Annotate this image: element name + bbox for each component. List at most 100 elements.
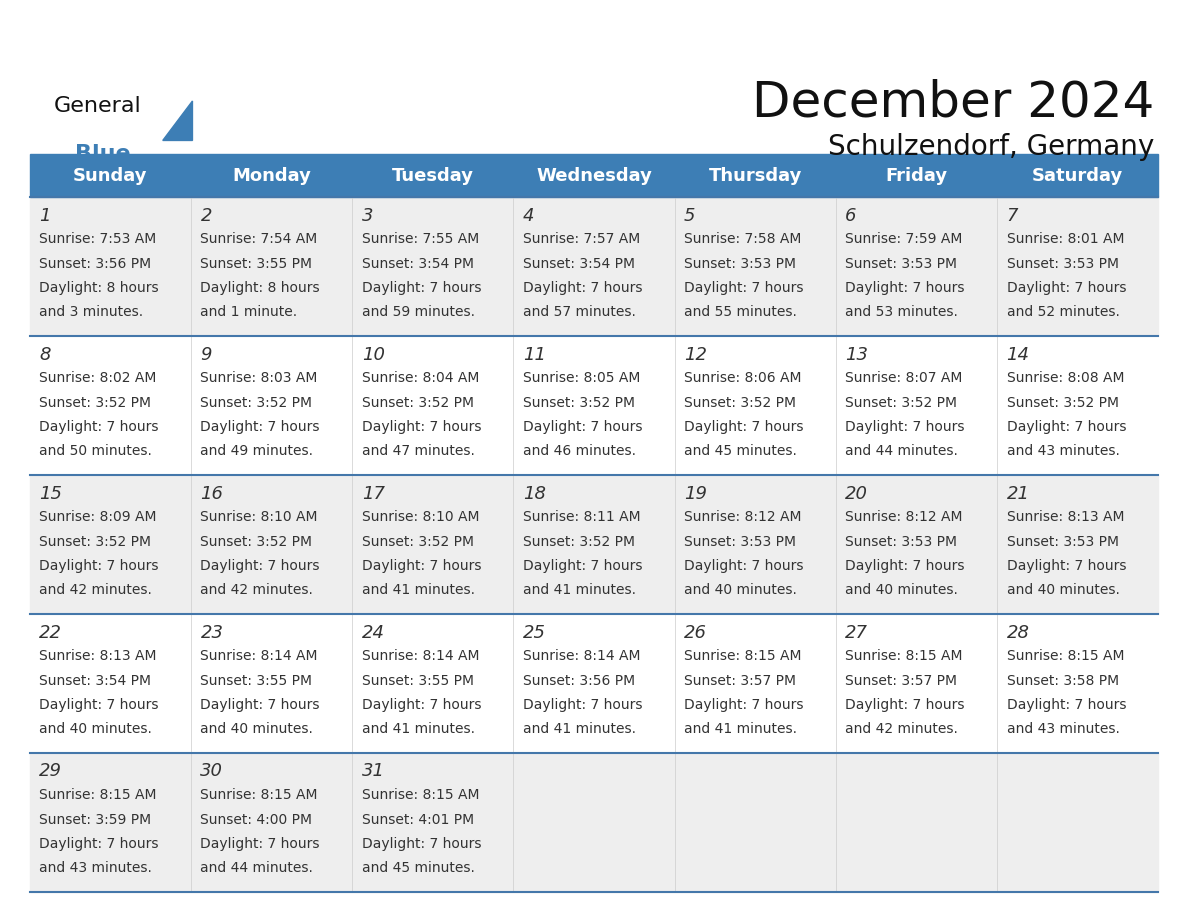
Text: Daylight: 7 hours: Daylight: 7 hours [523, 559, 643, 573]
Text: Sunset: 3:53 PM: Sunset: 3:53 PM [684, 256, 796, 271]
Text: and 42 minutes.: and 42 minutes. [846, 722, 959, 736]
Text: 13: 13 [846, 345, 868, 364]
Text: and 40 minutes.: and 40 minutes. [846, 583, 959, 598]
Text: Sunrise: 8:02 AM: Sunrise: 8:02 AM [39, 371, 157, 386]
Text: and 41 minutes.: and 41 minutes. [361, 583, 475, 598]
Text: and 45 minutes.: and 45 minutes. [361, 861, 474, 875]
Text: Sunrise: 8:08 AM: Sunrise: 8:08 AM [1006, 371, 1124, 386]
Text: Tuesday: Tuesday [392, 167, 474, 185]
Text: and 49 minutes.: and 49 minutes. [201, 444, 314, 458]
Text: and 52 minutes.: and 52 minutes. [1006, 305, 1119, 319]
Text: Sunrise: 8:15 AM: Sunrise: 8:15 AM [201, 789, 318, 802]
Text: Daylight: 7 hours: Daylight: 7 hours [361, 698, 481, 711]
Text: Daylight: 7 hours: Daylight: 7 hours [361, 837, 481, 851]
Text: 14: 14 [1006, 345, 1030, 364]
Text: 22: 22 [39, 623, 62, 642]
Text: Sunrise: 8:10 AM: Sunrise: 8:10 AM [201, 510, 318, 524]
Text: Sunrise: 7:53 AM: Sunrise: 7:53 AM [39, 232, 157, 246]
Text: and 41 minutes.: and 41 minutes. [361, 722, 475, 736]
Text: and 43 minutes.: and 43 minutes. [1006, 722, 1119, 736]
Text: Sunset: 3:53 PM: Sunset: 3:53 PM [846, 534, 958, 549]
Text: Sunset: 3:54 PM: Sunset: 3:54 PM [361, 256, 474, 271]
Text: Daylight: 7 hours: Daylight: 7 hours [361, 420, 481, 434]
Text: and 40 minutes.: and 40 minutes. [39, 722, 152, 736]
Text: Sunrise: 8:10 AM: Sunrise: 8:10 AM [361, 510, 479, 524]
Text: Sunrise: 8:04 AM: Sunrise: 8:04 AM [361, 371, 479, 386]
Text: Sunset: 3:58 PM: Sunset: 3:58 PM [1006, 674, 1119, 688]
Text: Sunrise: 8:12 AM: Sunrise: 8:12 AM [684, 510, 802, 524]
Text: Friday: Friday [885, 167, 948, 185]
Text: Sunrise: 7:58 AM: Sunrise: 7:58 AM [684, 232, 802, 246]
Text: Monday: Monday [232, 167, 311, 185]
Text: Sunset: 3:59 PM: Sunset: 3:59 PM [39, 812, 151, 826]
Text: Daylight: 7 hours: Daylight: 7 hours [39, 837, 159, 851]
Text: 18: 18 [523, 485, 546, 502]
Text: Sunrise: 8:15 AM: Sunrise: 8:15 AM [684, 649, 802, 663]
Text: Sunset: 3:53 PM: Sunset: 3:53 PM [1006, 534, 1119, 549]
Text: Sunrise: 8:13 AM: Sunrise: 8:13 AM [39, 649, 157, 663]
Text: and 3 minutes.: and 3 minutes. [39, 305, 144, 319]
Text: Sunset: 3:52 PM: Sunset: 3:52 PM [523, 534, 634, 549]
Text: Daylight: 7 hours: Daylight: 7 hours [39, 698, 159, 711]
Text: Daylight: 7 hours: Daylight: 7 hours [1006, 698, 1126, 711]
Text: Sunset: 3:52 PM: Sunset: 3:52 PM [201, 396, 312, 409]
Text: Daylight: 8 hours: Daylight: 8 hours [201, 281, 320, 295]
Text: and 44 minutes.: and 44 minutes. [846, 444, 959, 458]
Text: 5: 5 [684, 207, 696, 225]
Text: 6: 6 [846, 207, 857, 225]
Text: and 55 minutes.: and 55 minutes. [684, 305, 797, 319]
Text: Sunrise: 8:05 AM: Sunrise: 8:05 AM [523, 371, 640, 386]
Text: Sunset: 4:00 PM: Sunset: 4:00 PM [201, 812, 312, 826]
Text: 25: 25 [523, 623, 546, 642]
Text: Sunset: 3:53 PM: Sunset: 3:53 PM [1006, 256, 1119, 271]
Text: 11: 11 [523, 345, 546, 364]
Text: Sunset: 3:57 PM: Sunset: 3:57 PM [846, 674, 958, 688]
Text: Daylight: 7 hours: Daylight: 7 hours [684, 698, 803, 711]
Text: Sunrise: 8:01 AM: Sunrise: 8:01 AM [1006, 232, 1124, 246]
Text: 17: 17 [361, 485, 385, 502]
Text: Daylight: 7 hours: Daylight: 7 hours [361, 559, 481, 573]
Text: Daylight: 7 hours: Daylight: 7 hours [684, 281, 803, 295]
Text: and 46 minutes.: and 46 minutes. [523, 444, 636, 458]
Text: Daylight: 7 hours: Daylight: 7 hours [846, 281, 965, 295]
Text: 30: 30 [201, 763, 223, 780]
Text: Sunrise: 7:54 AM: Sunrise: 7:54 AM [201, 232, 317, 246]
Bar [30, 336, 1158, 476]
Text: Sunrise: 8:07 AM: Sunrise: 8:07 AM [846, 371, 962, 386]
Text: Sunrise: 8:03 AM: Sunrise: 8:03 AM [201, 371, 318, 386]
Text: and 43 minutes.: and 43 minutes. [39, 861, 152, 875]
Text: Wednesday: Wednesday [536, 167, 652, 185]
Text: 29: 29 [39, 763, 62, 780]
Text: Sunset: 3:54 PM: Sunset: 3:54 PM [39, 674, 151, 688]
Text: Schulzendorf, Germany: Schulzendorf, Germany [828, 133, 1155, 162]
Bar [30, 197, 1158, 336]
Text: Daylight: 7 hours: Daylight: 7 hours [201, 559, 320, 573]
Text: and 41 minutes.: and 41 minutes. [684, 722, 797, 736]
Text: and 42 minutes.: and 42 minutes. [201, 583, 314, 598]
Bar [30, 754, 1158, 892]
Text: 19: 19 [684, 485, 707, 502]
Text: 26: 26 [684, 623, 707, 642]
Text: Sunset: 3:55 PM: Sunset: 3:55 PM [201, 674, 312, 688]
Text: Sunrise: 8:15 AM: Sunrise: 8:15 AM [39, 789, 157, 802]
Text: Daylight: 7 hours: Daylight: 7 hours [846, 698, 965, 711]
Text: Sunrise: 8:13 AM: Sunrise: 8:13 AM [1006, 510, 1124, 524]
Text: Daylight: 7 hours: Daylight: 7 hours [684, 420, 803, 434]
Text: Sunset: 3:52 PM: Sunset: 3:52 PM [846, 396, 958, 409]
Bar [30, 614, 1158, 754]
Text: Daylight: 7 hours: Daylight: 7 hours [846, 420, 965, 434]
Text: Sunset: 3:52 PM: Sunset: 3:52 PM [523, 396, 634, 409]
Bar [30, 476, 1158, 614]
Text: Daylight: 7 hours: Daylight: 7 hours [846, 559, 965, 573]
Text: and 57 minutes.: and 57 minutes. [523, 305, 636, 319]
Text: and 43 minutes.: and 43 minutes. [1006, 444, 1119, 458]
Text: 7: 7 [1006, 207, 1018, 225]
Text: Sunrise: 8:15 AM: Sunrise: 8:15 AM [846, 649, 962, 663]
Text: Sunset: 3:52 PM: Sunset: 3:52 PM [361, 534, 474, 549]
Text: Sunrise: 8:14 AM: Sunrise: 8:14 AM [361, 649, 479, 663]
Text: Daylight: 7 hours: Daylight: 7 hours [1006, 281, 1126, 295]
Text: and 59 minutes.: and 59 minutes. [361, 305, 475, 319]
Text: Daylight: 7 hours: Daylight: 7 hours [1006, 559, 1126, 573]
Text: and 1 minute.: and 1 minute. [201, 305, 297, 319]
Text: Daylight: 7 hours: Daylight: 7 hours [39, 420, 159, 434]
